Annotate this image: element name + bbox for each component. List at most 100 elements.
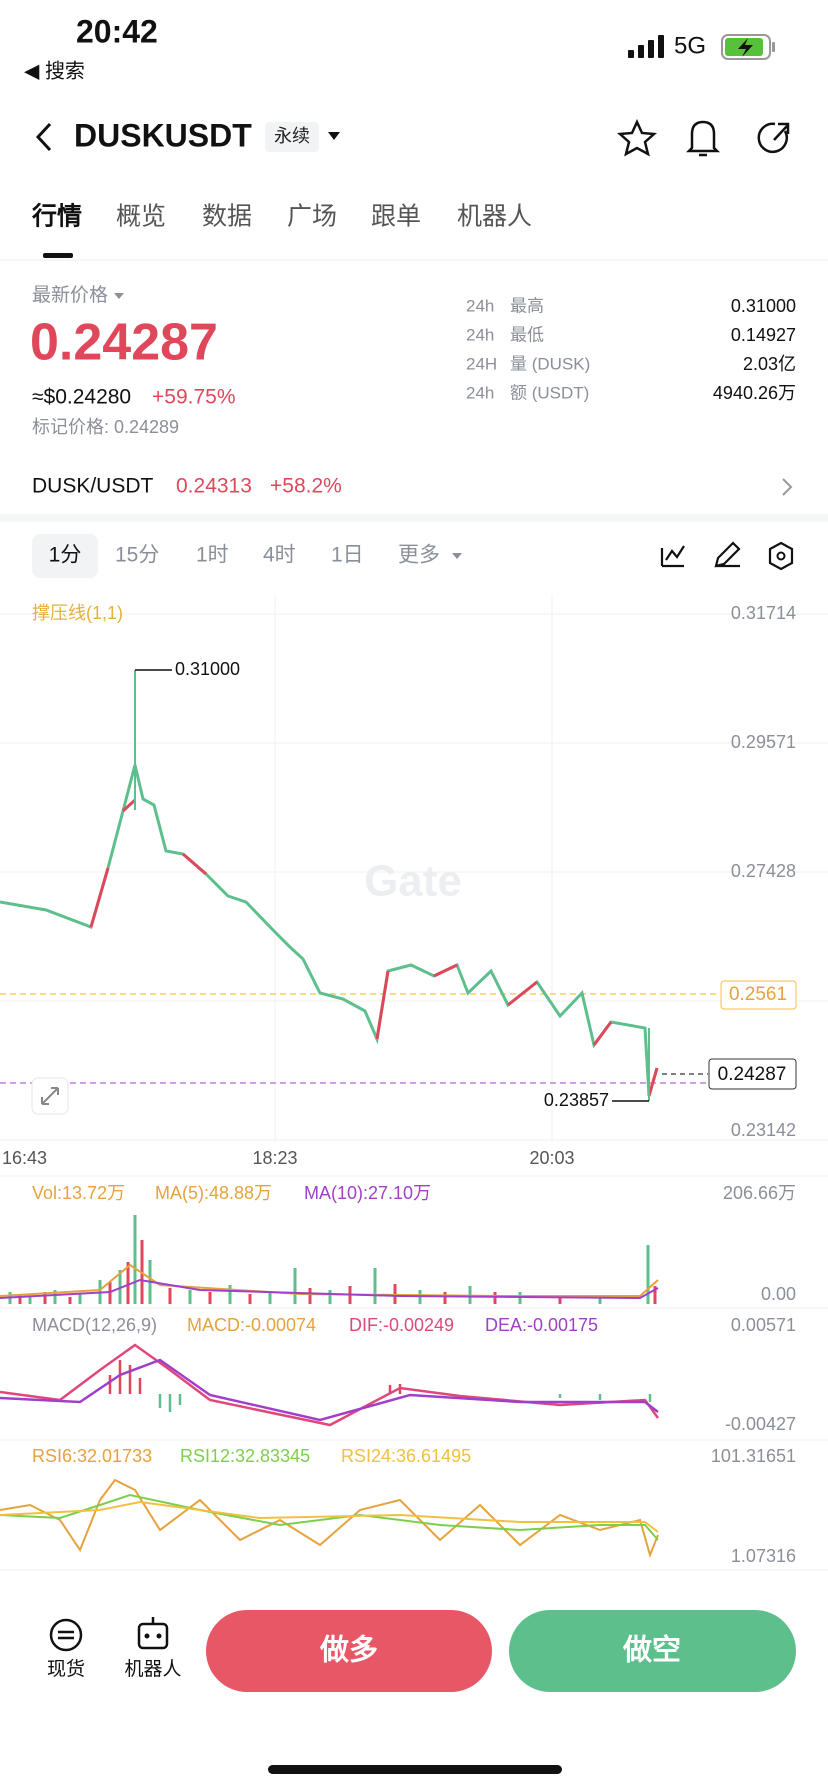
- volume-bars: [0, 1263, 659, 1297]
- long-button[interactable]: [206, 1610, 492, 1692]
- resistance-level: 0.2561: [729, 984, 787, 1005]
- expand-button[interactable]: [31, 1077, 69, 1115]
- stat-label: 量 (DUSK): [510, 354, 590, 373]
- macd-lines: [0, 1358, 659, 1422]
- spot-pair[interactable]: DUSK/USDT: [32, 475, 154, 498]
- volume-axis-label: 206.66万: [723, 1183, 796, 1203]
- home-indicator: [268, 1765, 562, 1774]
- robot-icon: [156, 1633, 162, 1639]
- clock: 20:42: [76, 13, 158, 49]
- macd-lines: [108, 1360, 402, 1394]
- spot-button[interactable]: 现货: [47, 1658, 85, 1680]
- stat-period: 24h: [466, 383, 494, 402]
- volume-bars: [0, 1215, 659, 1304]
- share-icon[interactable]: [757, 122, 790, 154]
- symbol-dropdown[interactable]: [328, 132, 340, 140]
- price-axis-label: 0.31714: [731, 603, 796, 623]
- robot-button[interactable]: 机器人: [124, 1658, 181, 1680]
- back-to-search[interactable]: ◀ 搜索: [24, 59, 85, 82]
- battery-icon: [738, 38, 753, 57]
- high-marker: 0.31000: [175, 659, 240, 679]
- tab-indicator: [43, 253, 73, 258]
- rsi-axis-label: 1.07316: [731, 1546, 796, 1566]
- timeframe-selected: [32, 534, 98, 578]
- draw-icon[interactable]: [714, 541, 741, 568]
- timeframe[interactable]: 1时: [196, 544, 229, 567]
- rsi-label: RSI6:32.01733: [32, 1446, 152, 1466]
- contract-badge: [265, 122, 319, 152]
- signal-icon: [648, 40, 654, 58]
- volume-bars: [8, 1215, 650, 1304]
- short-button[interactable]: [509, 1610, 796, 1692]
- timeframe[interactable]: 更多: [398, 544, 440, 567]
- favorite-icon[interactable]: [616, 118, 658, 157]
- stat-label: 最高: [510, 296, 544, 315]
- price-label: 最新价格: [32, 284, 108, 306]
- indicator-icon[interactable]: [660, 545, 685, 568]
- rsi-lines: [0, 1500, 659, 1533]
- macd-lines: [0, 1343, 660, 1427]
- stat-label: 额 (USDT): [510, 383, 589, 402]
- signal-icon: [628, 50, 634, 58]
- battery-icon: [721, 34, 775, 60]
- signal-icon: [628, 35, 664, 58]
- price-candles: [89, 798, 659, 1097]
- robot-icon: [144, 1633, 150, 1639]
- tab[interactable]: 机器人: [457, 203, 532, 231]
- current-price-tag: [708, 1058, 797, 1090]
- macd-label: DIF:-0.00249: [349, 1315, 454, 1335]
- settings-icon[interactable]: [768, 541, 794, 571]
- expand-button: [41, 1087, 59, 1105]
- tab[interactable]: 行情: [31, 203, 82, 231]
- alert-icon[interactable]: [685, 120, 721, 157]
- price-axis-label: 0.23142: [731, 1120, 796, 1140]
- tab[interactable]: 概览: [116, 203, 166, 231]
- battery-icon: [772, 42, 775, 52]
- current-price: 0.24287: [718, 1064, 787, 1085]
- back-button[interactable]: [35, 122, 52, 152]
- tab[interactable]: 跟单: [371, 203, 421, 231]
- tab[interactable]: 数据: [202, 203, 252, 231]
- battery-icon: [721, 34, 771, 60]
- macd-label: MACD(12,26,9): [32, 1315, 157, 1335]
- price-axis-label: 0.29571: [731, 732, 796, 752]
- rsi-label: RSI12:32.83345: [180, 1446, 310, 1466]
- settings-dot: [776, 551, 786, 561]
- rsi-axis-label: 101.31651: [711, 1446, 796, 1466]
- rsi-lines: [0, 1478, 659, 1559]
- long-label[interactable]: 做多: [319, 1634, 378, 1667]
- short-label[interactable]: 做空: [622, 1633, 681, 1667]
- macd-axis-label: -0.00427: [725, 1414, 796, 1434]
- timeframe[interactable]: 1日: [331, 544, 364, 567]
- price-dropdown: [114, 293, 124, 299]
- spot-icon: [58, 1630, 74, 1640]
- volume-label: MA(10):27.10万: [304, 1183, 431, 1203]
- time-axis-label: 20:03: [529, 1148, 574, 1168]
- price-axis-label: 0.27428: [731, 861, 796, 881]
- macd-axis-label: 0.00571: [731, 1315, 796, 1335]
- stat-period: 24H: [466, 354, 497, 373]
- spot-icon[interactable]: [49, 1618, 83, 1652]
- time-axis-label: 18:23: [252, 1148, 297, 1168]
- indicator-label: 撑压线(1,1): [32, 603, 123, 623]
- volume-axis-label: 0.00: [761, 1284, 796, 1304]
- spot-price: 0.24313: [176, 475, 252, 498]
- stat-value: 0.14927: [731, 325, 796, 345]
- robot-icon[interactable]: [137, 1617, 169, 1650]
- robot-icon: [137, 1622, 169, 1650]
- resistance-tag: [720, 980, 797, 1010]
- macd-label: DEA:-0.00175: [485, 1315, 598, 1335]
- macd-label: MACD:-0.00074: [187, 1315, 316, 1335]
- mark-price: 标记价格: 0.24289: [32, 417, 179, 437]
- tab[interactable]: 广场: [287, 203, 337, 231]
- rsi-label: RSI24:36.61495: [341, 1446, 471, 1466]
- timeframe[interactable]: 4时: [263, 544, 296, 567]
- low-marker: 0.23857: [544, 1090, 609, 1110]
- stat-value: 4940.26万: [713, 383, 796, 403]
- timeframe[interactable]: 1分: [49, 544, 82, 567]
- timeframe[interactable]: 15分: [115, 544, 159, 567]
- signal-icon: [658, 35, 664, 58]
- time-axis-label: 16:43: [2, 1148, 47, 1168]
